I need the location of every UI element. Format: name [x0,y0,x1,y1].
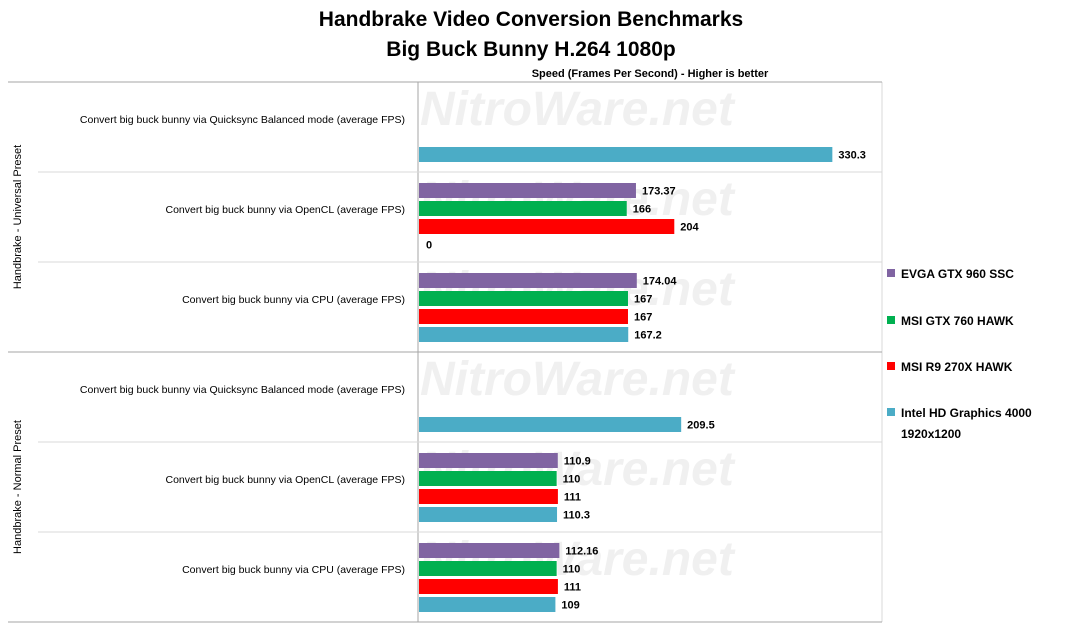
data-label: 111 [564,492,581,504]
bar [419,309,628,324]
group-label: Handbrake - Universal Preset [12,145,24,289]
bar [419,507,558,522]
bar [419,291,628,306]
data-label: 111 [564,582,581,594]
watermark-text: NitroWare.net [420,173,736,226]
bar [419,597,556,612]
bars-layer [419,147,833,612]
data-label: 173.37 [642,186,676,198]
data-label: 167 [634,294,652,306]
data-label: 110 [563,474,581,486]
bar [419,543,560,558]
bar [419,453,558,468]
legend-swatch [887,269,895,277]
legend-label: EVGA GTX 960 SSC [901,267,1014,281]
watermark-text: NitroWare.net [420,353,736,406]
data-label: 167 [634,312,652,324]
chart-title: Handbrake Video Conversion Benchmarks [319,8,743,31]
watermark-layer: NitroWare.net NitroWare.net NitroWare.net N… [420,83,736,586]
data-label: 167.2 [634,330,662,342]
category-label: Convert big buck bunny via CPU (average … [182,294,405,306]
legend-label-line2: 1920x1200 [901,427,961,441]
bar [419,201,627,216]
group-label: Handbrake - Normal Preset [12,420,24,554]
bar [419,219,675,234]
bar [419,183,636,198]
plot-frame [8,81,883,623]
x-axis-label: Speed (Frames Per Second) - Higher is be… [532,68,769,80]
category-label: Convert big buck bunny via Quicksync Bal… [80,384,405,396]
legend-label: Intel HD Graphics 4000 [901,406,1032,420]
data-label: 112.16 [565,546,598,558]
legend-swatch [887,408,895,416]
legend-swatch [887,362,895,370]
data-label: 110.3 [563,510,590,522]
watermark-text: NitroWare.net [420,443,736,496]
legend-swatch [887,316,895,324]
data-label: 166 [633,204,651,216]
bar [419,147,833,162]
data-label: 204 [680,222,699,234]
data-label: 330.3 [838,150,866,162]
data-label: 0 [426,240,432,252]
chart-subtitle: Big Buck Bunny H.264 1080p [386,38,675,61]
category-label: Convert big buck bunny via OpenCL (avera… [166,204,406,216]
watermark-text: NitroWare.net [420,83,736,136]
bar [419,579,558,594]
bar [419,489,558,504]
bar [419,561,557,576]
category-label: Convert big buck bunny via CPU (average … [182,564,405,576]
data-label: 174.04 [643,276,678,288]
data-label: 110.9 [564,456,591,468]
legend: EVGA GTX 960 SSC MSI GTX 760 HAWK MSI R9 2… [887,267,1032,441]
bar [419,327,629,342]
watermark-text: NitroWare.net [420,263,736,316]
category-label: Convert big buck bunny via OpenCL (avera… [166,474,406,486]
labels-layer: Handbrake - Universal Preset Convert big … [12,114,866,612]
category-label: Convert big buck bunny via Quicksync Bal… [80,114,405,126]
data-label: 109 [561,600,579,612]
data-label: 110 [563,564,581,576]
bar [419,417,682,432]
legend-label: MSI R9 270X HAWK [901,360,1013,374]
bar [419,471,557,486]
watermark-text: NitroWare.net [420,533,736,586]
legend-label: MSI GTX 760 HAWK [901,314,1014,328]
bar [419,273,637,288]
data-label: 209.5 [687,420,715,432]
